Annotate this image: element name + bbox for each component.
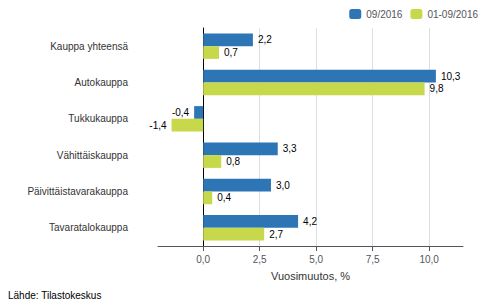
svg-text:0,8: 0,8 [226,156,240,167]
svg-text:Päivittäistavarakauppa: Päivittäistavarakauppa [27,186,128,197]
svg-text:01-09/2016: 01-09/2016 [427,9,478,20]
svg-text:Vähittäiskauppa: Vähittäiskauppa [57,150,129,161]
svg-text:3,0: 3,0 [276,180,290,191]
svg-text:9,8: 9,8 [430,83,444,94]
svg-text:09/2016: 09/2016 [366,9,403,20]
svg-text:2,5: 2,5 [253,254,267,265]
svg-text:10,3: 10,3 [441,71,461,82]
svg-text:7,5: 7,5 [366,254,380,265]
svg-text:0,4: 0,4 [217,192,231,203]
svg-text:-1,4: -1,4 [149,120,167,131]
svg-text:Vuosimuutos, %: Vuosimuutos, % [271,270,350,282]
svg-text:Autokauppa: Autokauppa [75,77,129,88]
svg-text:0,7: 0,7 [224,47,238,58]
svg-text:2,7: 2,7 [269,229,283,240]
svg-text:10,0: 10,0 [419,254,439,265]
svg-text:3,3: 3,3 [283,143,297,154]
svg-text:0,0: 0,0 [196,254,210,265]
svg-text:2,2: 2,2 [258,34,272,45]
svg-text:4,2: 4,2 [303,216,317,227]
svg-text:Tavaratalokauppa: Tavaratalokauppa [49,222,128,233]
svg-text:5,0: 5,0 [309,254,323,265]
svg-text:Kauppa yhteensä: Kauppa yhteensä [50,41,128,52]
svg-text:-0,4: -0,4 [172,107,190,118]
svg-text:Lähde: Tilastokeskus: Lähde: Tilastokeskus [8,290,101,301]
svg-text:Tukkukauppa: Tukkukauppa [68,113,128,124]
